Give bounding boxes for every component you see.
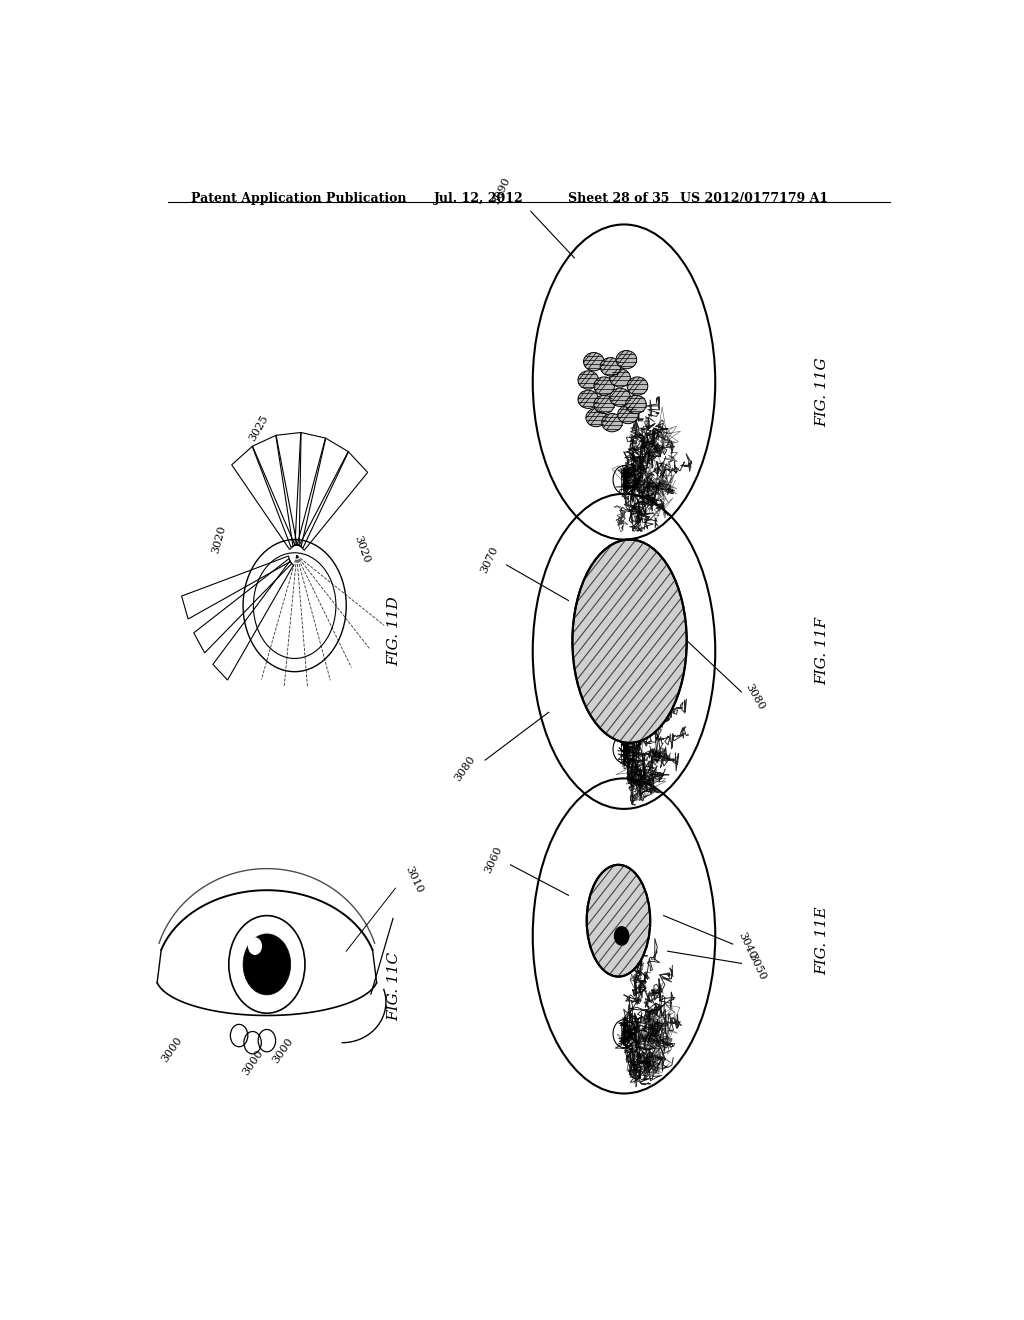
Text: 3050: 3050	[745, 952, 767, 982]
Text: 3060: 3060	[482, 845, 504, 875]
Text: 3020: 3020	[352, 535, 372, 565]
Circle shape	[249, 939, 261, 954]
Ellipse shape	[586, 408, 606, 426]
Text: FIG. 11F: FIG. 11F	[815, 618, 829, 685]
Ellipse shape	[627, 378, 648, 395]
Ellipse shape	[572, 540, 687, 743]
Ellipse shape	[616, 351, 637, 368]
Text: 3000: 3000	[160, 1035, 184, 1064]
Text: FIG. 11D: FIG. 11D	[387, 597, 400, 665]
Text: 3080: 3080	[453, 754, 477, 783]
Text: 3000: 3000	[241, 1048, 265, 1077]
Text: 3080: 3080	[743, 682, 766, 711]
Text: 3090: 3090	[490, 176, 512, 206]
Text: 3040: 3040	[736, 931, 758, 961]
Ellipse shape	[587, 865, 650, 977]
Ellipse shape	[594, 395, 614, 413]
Circle shape	[614, 927, 629, 945]
Text: Patent Application Publication: Patent Application Publication	[191, 191, 407, 205]
Circle shape	[243, 935, 291, 995]
Ellipse shape	[617, 405, 638, 424]
Text: FIG. 11C: FIG. 11C	[387, 952, 400, 1022]
Text: FIG. 11G: FIG. 11G	[815, 358, 829, 426]
Ellipse shape	[584, 352, 604, 371]
Text: 3010: 3010	[403, 865, 424, 895]
Text: FIG. 11E: FIG. 11E	[815, 907, 829, 975]
Text: Jul. 12, 2012: Jul. 12, 2012	[433, 191, 523, 205]
Ellipse shape	[609, 368, 631, 387]
Text: 3000: 3000	[270, 1036, 295, 1065]
Ellipse shape	[578, 371, 599, 389]
Ellipse shape	[626, 395, 646, 413]
Ellipse shape	[578, 391, 599, 408]
Ellipse shape	[594, 378, 614, 395]
Ellipse shape	[609, 388, 631, 407]
Text: US 2012/0177179 A1: US 2012/0177179 A1	[680, 191, 827, 205]
Text: 3025: 3025	[248, 413, 270, 442]
Text: Sheet 28 of 35: Sheet 28 of 35	[568, 191, 670, 205]
Ellipse shape	[602, 413, 623, 432]
Text: 3070: 3070	[478, 545, 500, 574]
Ellipse shape	[600, 358, 621, 376]
Text: 3020: 3020	[211, 524, 227, 554]
